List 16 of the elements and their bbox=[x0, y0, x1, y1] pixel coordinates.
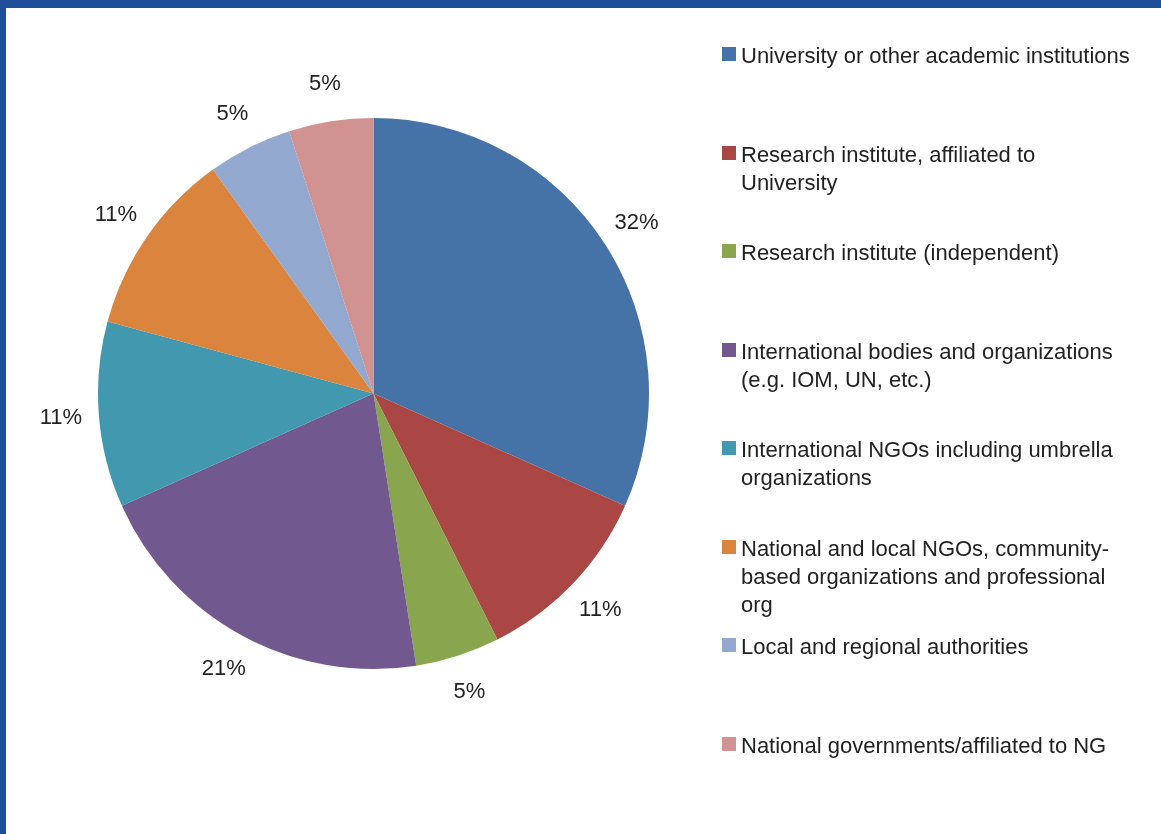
legend-label: National governments/affiliated to NG bbox=[741, 731, 1108, 760]
legend-label: International NGOs including umbrella organizations bbox=[741, 436, 1114, 492]
data-label: 5% bbox=[216, 99, 249, 125]
legend-label: Research institute, affiliated to University bbox=[741, 140, 1037, 197]
legend-label: University or other academic institutions bbox=[741, 42, 1131, 70]
data-label: 32% bbox=[614, 208, 659, 234]
data-label: 5% bbox=[453, 678, 486, 704]
legend-label: Research institute (independent) bbox=[741, 239, 1060, 267]
data-label: 11% bbox=[39, 403, 83, 429]
data-label: 11% bbox=[94, 200, 138, 226]
legend-label: Local and regional authorities bbox=[741, 633, 1030, 661]
data-label: 21% bbox=[201, 655, 246, 681]
data-label: 11% bbox=[579, 596, 622, 622]
data-label: 5% bbox=[309, 69, 341, 95]
legend-label: National and local NGOs, community-based organizations and professional org bbox=[741, 534, 1111, 619]
legend-label: International bodies and organizations (e.g. IOM, UN, etc.) bbox=[741, 337, 1114, 394]
